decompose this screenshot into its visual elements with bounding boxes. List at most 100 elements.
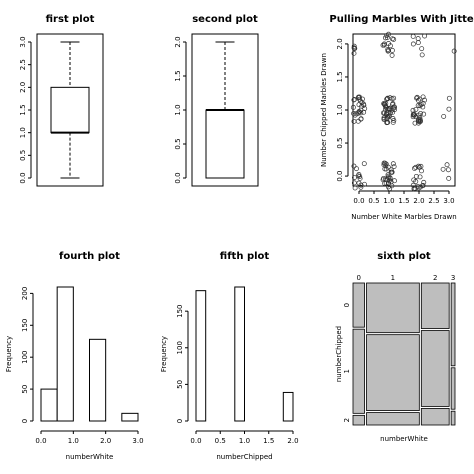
data-point (385, 47, 391, 53)
data-point (422, 33, 428, 39)
x-axis-label: Number White Marbles Drawn (351, 213, 456, 221)
data-point (389, 96, 395, 102)
data-point (361, 161, 367, 167)
data-point (413, 164, 419, 170)
data-point (412, 165, 417, 171)
x-tick-label: 2.0 (100, 437, 111, 445)
data-point (416, 163, 421, 169)
data-point (351, 97, 357, 103)
plot-frame (36, 33, 104, 187)
data-point (412, 112, 417, 118)
histogram-bar (195, 290, 207, 422)
data-point (353, 166, 359, 172)
data-point (388, 167, 394, 173)
data-point (357, 175, 363, 181)
data-point (362, 106, 368, 111)
mosaic-cell (420, 282, 450, 329)
y-tick-label: 50 (176, 380, 184, 389)
mosaic-cell (352, 282, 365, 328)
y-tick-label: 0.5 (174, 138, 182, 149)
x-tick-label: 1.0 (68, 437, 79, 445)
y-tick-label: 100 (21, 351, 29, 364)
data-point (351, 50, 357, 56)
data-point (422, 97, 427, 103)
data-point (384, 114, 390, 120)
mosaic-cell (352, 414, 365, 426)
data-point (389, 169, 395, 175)
x-tick-label: 1.0 (239, 437, 250, 445)
mosaic-plot: sixth plot 0 1 2 3 0 1 2 numberWhite numberChippe… (335, 251, 456, 443)
data-point (410, 107, 416, 113)
y-tick-label: 2.0 (19, 82, 27, 93)
data-point (384, 35, 390, 41)
data-point (444, 162, 450, 168)
boxplot-1: first plot 0.0 0.5 1.0 1.5 2.0 2.5 3.0 (19, 14, 104, 187)
plot-title: Pulling Marbles With Jitter (329, 14, 474, 25)
data-point (352, 185, 358, 191)
x-tick-label: 2.5 (428, 197, 439, 205)
mosaic-cell (450, 367, 456, 410)
plot-title: first plot (46, 14, 95, 25)
y-tick-label: 1.5 (336, 71, 344, 82)
data-point (418, 110, 424, 116)
data-point (351, 163, 357, 169)
x-tick-label: 1.5 (263, 437, 274, 445)
data-point (351, 46, 357, 51)
jitter-scatter: Pulling Marbles With Jitter 0.0 0.5 1.0 1.5 2… (320, 14, 474, 221)
y-category-label: 2 (343, 418, 351, 422)
y-tick-label: 150 (21, 319, 29, 332)
data-point (389, 36, 395, 42)
data-point (415, 183, 421, 189)
data-point (421, 179, 427, 185)
x-tick-label: 0.5 (368, 197, 379, 205)
y-tick-label: 100 (176, 341, 184, 354)
plot-frame (352, 33, 456, 187)
y-tick-label: 0 (176, 419, 184, 423)
x-tick-label: 0.0 (190, 437, 201, 445)
data-point (351, 43, 357, 49)
data-point (361, 101, 367, 107)
x-tick-label: 2.0 (287, 437, 298, 445)
data-point (384, 111, 390, 117)
data-point (350, 104, 356, 110)
data-point (415, 36, 421, 42)
x-axis-label: numberChipped (216, 453, 272, 461)
data-point (392, 178, 397, 184)
histogram-bar (56, 286, 74, 422)
plot-frame (191, 33, 259, 187)
data-point (419, 52, 425, 58)
x-tick-label: 0.0 (353, 197, 364, 205)
histogram-bar (121, 412, 139, 422)
y-tick-label: 1.5 (19, 104, 27, 115)
y-tick-label: 1.0 (174, 104, 182, 115)
data-point (417, 103, 423, 109)
y-category-label: 0 (343, 303, 351, 307)
data-point (412, 120, 418, 126)
data-point (410, 33, 416, 39)
data-point (416, 164, 422, 170)
y-axis-label: Frequency (5, 336, 13, 372)
mosaic-cell (366, 334, 420, 411)
data-point (358, 184, 364, 190)
x-tick-label: 0.0 (35, 437, 46, 445)
y-tick-label: 0.5 (19, 150, 27, 161)
data-point (386, 31, 391, 37)
x-tick-label: 3.0 (132, 437, 143, 445)
data-point (414, 94, 420, 100)
box (205, 109, 245, 179)
y-axis-label: numberChipped (335, 326, 343, 382)
x-category-label: 1 (391, 274, 395, 282)
data-point (351, 175, 357, 181)
histogram-bar (282, 391, 294, 422)
data-point (410, 41, 416, 47)
data-point (387, 43, 393, 49)
histogram-bar (89, 338, 107, 422)
data-point (358, 182, 364, 188)
data-point (358, 116, 364, 122)
data-point (356, 109, 362, 114)
data-point (445, 167, 451, 173)
data-point (359, 100, 365, 105)
y-tick-label: 0.0 (174, 172, 182, 183)
mosaic-cell (450, 282, 456, 367)
